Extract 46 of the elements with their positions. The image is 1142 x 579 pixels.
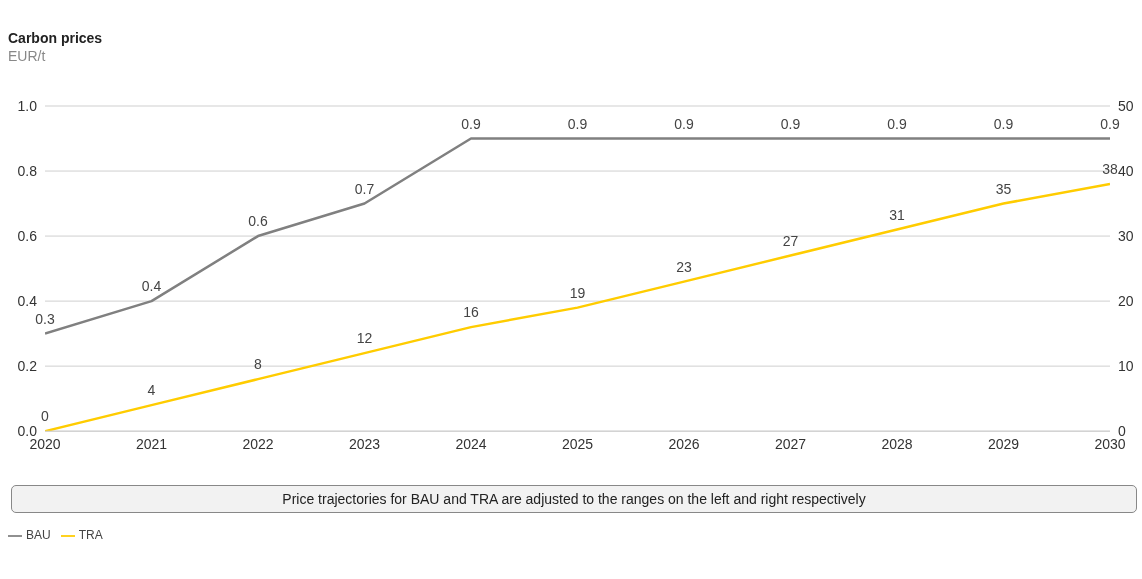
x-tick-label: 2029 (987, 436, 1020, 453)
data-label: 0.9 (780, 115, 801, 132)
x-tick-label: 2021 (135, 436, 168, 453)
x-tick-label: 2028 (881, 436, 913, 453)
data-label: 19 (569, 284, 586, 301)
y2-tick-label: 10 (1118, 358, 1134, 375)
y-tick-label: 0.6 (17, 228, 38, 245)
data-label: 16 (463, 304, 479, 321)
y2-tick-label: 40 (1118, 163, 1134, 179)
y-tick-label: 0.8 (17, 163, 38, 179)
data-label: 0.3 (35, 310, 55, 327)
data-label: 0.9 (674, 115, 694, 132)
x-tick-label: 2025 (561, 436, 594, 453)
y2-tick-label: 30 (1118, 228, 1134, 245)
data-label: 4 (147, 382, 156, 399)
x-tick-label: 2026 (668, 436, 700, 453)
data-label: 0.7 (354, 180, 375, 197)
data-label: 0.4 (141, 278, 162, 295)
y2-tick-label: 50 (1118, 97, 1134, 114)
y-tick-label: 0.2 (17, 358, 38, 375)
chart-title: Carbon prices (8, 30, 103, 46)
data-label: 0.9 (1100, 115, 1120, 132)
legend-label: BAU (26, 528, 51, 542)
data-label: 31 (889, 206, 905, 223)
data-label: 38 (1102, 161, 1118, 178)
data-label: 0.9 (993, 115, 1014, 132)
text: Price trajectories for BAU and TRA are adjusted to the ranges on the left and right respectively (11, 485, 1137, 513)
chart-subtitle: EUR/t (8, 48, 46, 64)
data-label: 23 (676, 258, 692, 275)
x-tick-label: 2023 (348, 436, 381, 453)
data-label: 0.9 (567, 115, 588, 132)
data-label: 12 (356, 330, 373, 347)
x-tick-label: 2027 (774, 436, 807, 453)
data-label: 27 (782, 232, 799, 249)
x-tick-label: 2024 (455, 436, 487, 453)
data-label: 0.9 (887, 115, 907, 132)
data-label: 0.9 (461, 115, 481, 132)
legend-label: TRA (78, 528, 103, 542)
data-label: 35 (995, 180, 1012, 197)
data-label: 8 (254, 356, 263, 373)
y-tick-label: 1.0 (17, 97, 38, 114)
x-tick-label: 2022 (242, 436, 274, 453)
y-tick-label: 0.4 (17, 293, 38, 310)
y2-tick-label: 20 (1118, 293, 1134, 310)
data-label: 0 (41, 408, 50, 425)
data-label: 0.6 (248, 213, 268, 230)
